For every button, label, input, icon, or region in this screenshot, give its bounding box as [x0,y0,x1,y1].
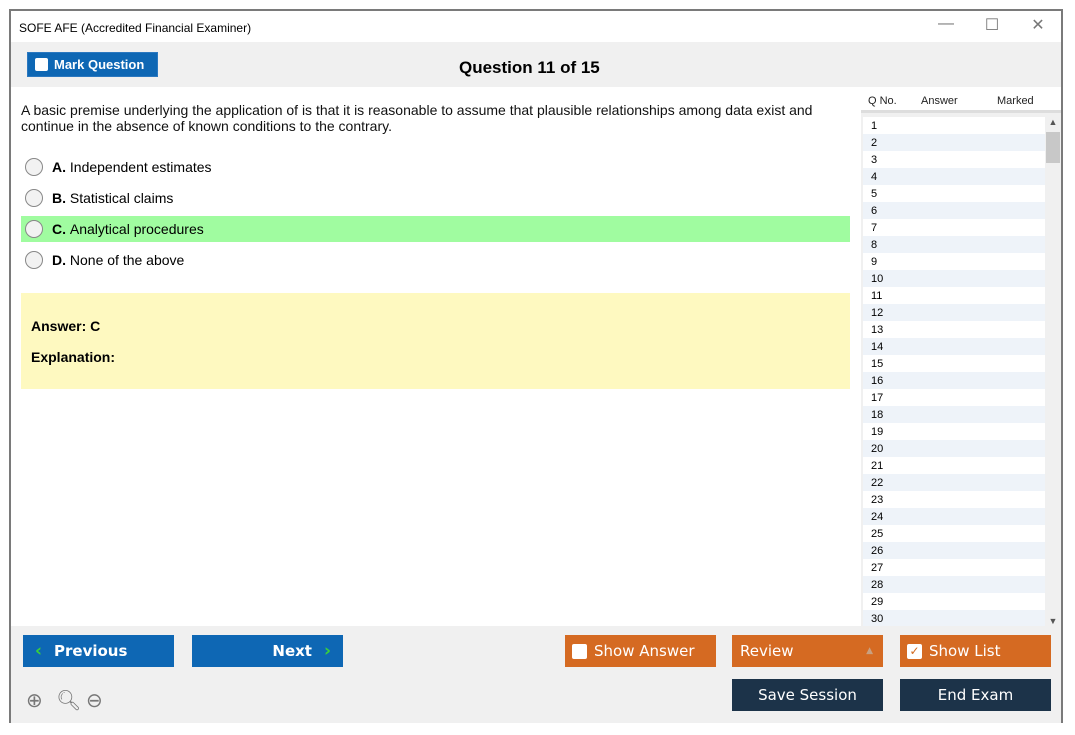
radio-button[interactable] [25,251,43,269]
question-area: A basic premise underlying the applicati… [11,87,861,626]
list-row[interactable]: 1 [863,117,1045,134]
question-title: Question 11 of 15 [459,58,600,77]
list-row[interactable]: 13 [863,321,1045,338]
title-bar: SOFE AFE (Accredited Financial Examiner)… [11,11,1061,42]
chevron-right-icon: › [323,641,331,661]
list-row[interactable]: 3 [863,151,1045,168]
toolbar: Mark Question Question 11 of 15 [11,42,1061,87]
caret-up-icon: ▲ [866,646,873,656]
list-row[interactable]: 6 [863,202,1045,219]
list-row[interactable]: 2 [863,134,1045,151]
chevron-left-icon: ‹ [35,641,43,661]
checkbox-icon [572,643,587,659]
list-row[interactable]: 20 [863,440,1045,457]
question-text: A basic premise underlying the applicati… [21,102,813,134]
show-answer-button[interactable]: Show Answer [565,635,716,667]
explanation-label: Explanation: [31,349,116,365]
list-row[interactable]: 22 [863,474,1045,491]
option-letter: B. [52,190,66,206]
answer-option[interactable]: C. Analytical procedures [21,216,850,242]
scroll-up-icon[interactable]: ▲ [1048,117,1058,127]
checkbox-icon [35,58,48,71]
show-list-button[interactable]: ✓ Show List [900,635,1051,667]
question-list: Q No. Answer Marked 1 2 3 4 5 6 7 8 9 10 11 12 13 14 1… [861,87,1061,627]
app-window: SOFE AFE (Accredited Financial Examiner)… [9,9,1063,723]
list-row[interactable]: 16 [863,372,1045,389]
option-text: None of the above [69,252,185,268]
bottom-bar: ‹ Previous Next › Show Answer Review ▲ ✓… [11,626,1061,723]
review-dropdown[interactable]: Review ▲ [732,635,883,667]
list-row[interactable]: 23 [863,491,1045,508]
list-row[interactable]: 30 [863,610,1045,627]
list-row[interactable]: 12 [863,304,1045,321]
review-label: Review [740,642,794,660]
answer-box: Answer: C Explanation: [21,293,850,389]
answer-option[interactable]: B. Statistical claims [21,185,850,211]
show-answer-label: Show Answer [594,642,695,660]
list-row[interactable]: 17 [863,389,1045,406]
answer-label: Answer: C [31,318,101,334]
list-row[interactable]: 8 [863,236,1045,253]
option-letter: D. [52,252,66,268]
zoom-reset-icon[interactable]: 🔍︎ [56,690,82,712]
scroll-down-icon[interactable]: ▼ [1048,616,1058,626]
save-session-button[interactable]: Save Session [732,679,883,711]
mark-question-label: Mark Question [54,57,145,72]
previous-label: Previous [54,642,128,660]
list-row[interactable]: 7 [863,219,1045,236]
list-row[interactable]: 29 [863,593,1045,610]
header-answer: Answer [921,95,958,107]
list-row[interactable]: 18 [863,406,1045,423]
next-button[interactable]: Next › [192,635,343,667]
window-title: SOFE AFE (Accredited Financial Examiner) [19,21,252,35]
previous-button[interactable]: ‹ Previous [23,635,174,667]
checkbox-checked-icon: ✓ [907,643,922,659]
option-letter: A. [52,159,66,175]
show-list-label: Show List [929,642,1001,660]
end-exam-button[interactable]: End Exam [900,679,1051,711]
list-row[interactable]: 4 [863,168,1045,185]
list-row[interactable]: 15 [863,355,1045,372]
option-text: Analytical procedures [69,221,204,237]
radio-button[interactable] [25,220,43,238]
zoom-out-icon[interactable]: ⊖ [86,690,103,712]
list-row[interactable]: 27 [863,559,1045,576]
scroll-thumb[interactable] [1046,132,1060,163]
zoom-in-icon[interactable]: ⊕ [26,690,43,712]
option-text: Statistical claims [69,190,174,206]
list-row[interactable]: 5 [863,185,1045,202]
mark-question-button[interactable]: Mark Question [27,52,158,77]
radio-button[interactable] [25,158,43,176]
radio-button[interactable] [25,189,43,207]
list-row[interactable]: 21 [863,457,1045,474]
maximize-button[interactable]: ☐ [984,17,1000,34]
scrollbar[interactable]: ▲ ▼ [1045,117,1061,626]
list-row[interactable]: 24 [863,508,1045,525]
minimize-button[interactable]: — [938,15,954,32]
list-row[interactable]: 9 [863,253,1045,270]
close-button[interactable]: ✕ [1031,17,1045,34]
answer-option[interactable]: D. None of the above [21,247,850,273]
header-marked: Marked [997,95,1034,107]
list-row[interactable]: 14 [863,338,1045,355]
header-qno: Q No. [868,95,897,107]
list-row[interactable]: 19 [863,423,1045,440]
list-header: Q No. Answer Marked [861,87,1061,113]
list-row[interactable]: 11 [863,287,1045,304]
list-row[interactable]: 10 [863,270,1045,287]
option-text: Independent estimates [69,159,212,175]
option-letter: C. [52,221,66,237]
list-row[interactable]: 25 [863,525,1045,542]
answer-option[interactable]: A. Independent estimates [21,154,850,180]
next-label: Next [272,642,312,660]
list-row[interactable]: 28 [863,576,1045,593]
list-row[interactable]: 26 [863,542,1045,559]
